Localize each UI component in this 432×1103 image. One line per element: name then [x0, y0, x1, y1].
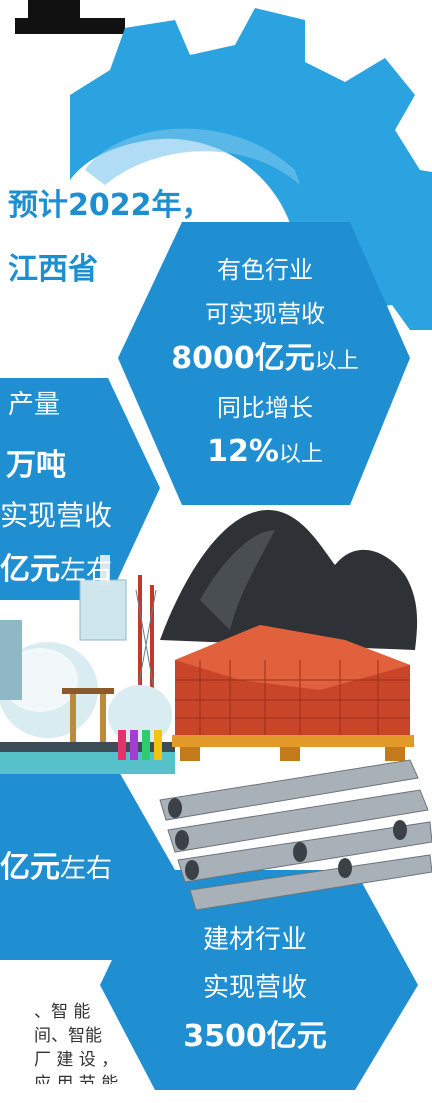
nonferrous-stats: 有色行业 可实现营收 8000亿元以上 同比增长 12%以上 — [130, 248, 400, 478]
nonferrous-revenue-label: 可实现营收 — [205, 300, 325, 328]
left-revenue-label: 实现营收 — [0, 499, 113, 532]
left-output-label: 产量 — [8, 390, 61, 420]
nonferrous-growth-row: 12%以上 — [130, 430, 400, 478]
building-materials-label: 建材行业 — [202, 925, 307, 955]
body-text-line1: 、智 能 — [34, 1002, 91, 1022]
steel-pipes-image — [159, 759, 432, 911]
nonferrous-industry-label: 有色行业 — [217, 256, 313, 284]
left-lower-revenue-suffix: 左右 — [60, 854, 113, 884]
left-revenue-row: 亿元左右 — [0, 544, 112, 588]
nonferrous-revenue-suffix: 以上 — [314, 349, 359, 374]
hex-nonferrous — [118, 222, 410, 505]
hex-building-materials — [100, 870, 418, 1090]
headline-province: 江西省 — [8, 252, 98, 287]
coal-pile-image — [160, 510, 418, 650]
building-materials-stats: 建材行业 实现营收 3500亿元 — [140, 916, 370, 1062]
nonferrous-growth-label: 同比增长 — [217, 394, 313, 422]
nonferrous-growth-value: 12% — [207, 434, 279, 469]
body-text-line4: 应 用 节 能 — [34, 1074, 119, 1084]
nonferrous-growth-suffix: 以上 — [278, 442, 323, 467]
body-text-line2: 间、智能 — [34, 1026, 102, 1046]
building-materials-revenue-label: 实现营收 — [202, 973, 307, 1003]
left-revenue-value: 亿元 — [0, 552, 60, 587]
left-output-unit: 万吨 — [6, 448, 66, 483]
chemical-plant-image — [0, 555, 175, 774]
nonferrous-revenue-row: 8000亿元以上 — [130, 336, 400, 386]
hex-left-middle — [0, 378, 160, 600]
body-text-line3: 厂 建 设 ， — [34, 1050, 119, 1070]
building-materials-revenue-value: 3500亿元 — [183, 1019, 327, 1054]
body-text-fragment: 、智 能 间、智能 厂 建 设 ， 应 用 节 能 — [6, 1000, 136, 1084]
hex-left-lower — [0, 770, 175, 960]
headline-year: 预计2022年， — [8, 188, 212, 223]
left-revenue-suffix: 左右 — [60, 556, 113, 586]
bricks-image — [172, 625, 414, 761]
title-fragment — [15, 0, 125, 34]
nonferrous-revenue-value: 8000亿元 — [171, 341, 315, 376]
left-lower-revenue-row: 亿元左右 — [0, 842, 112, 886]
left-lower-revenue-value: 亿元 — [0, 850, 60, 885]
